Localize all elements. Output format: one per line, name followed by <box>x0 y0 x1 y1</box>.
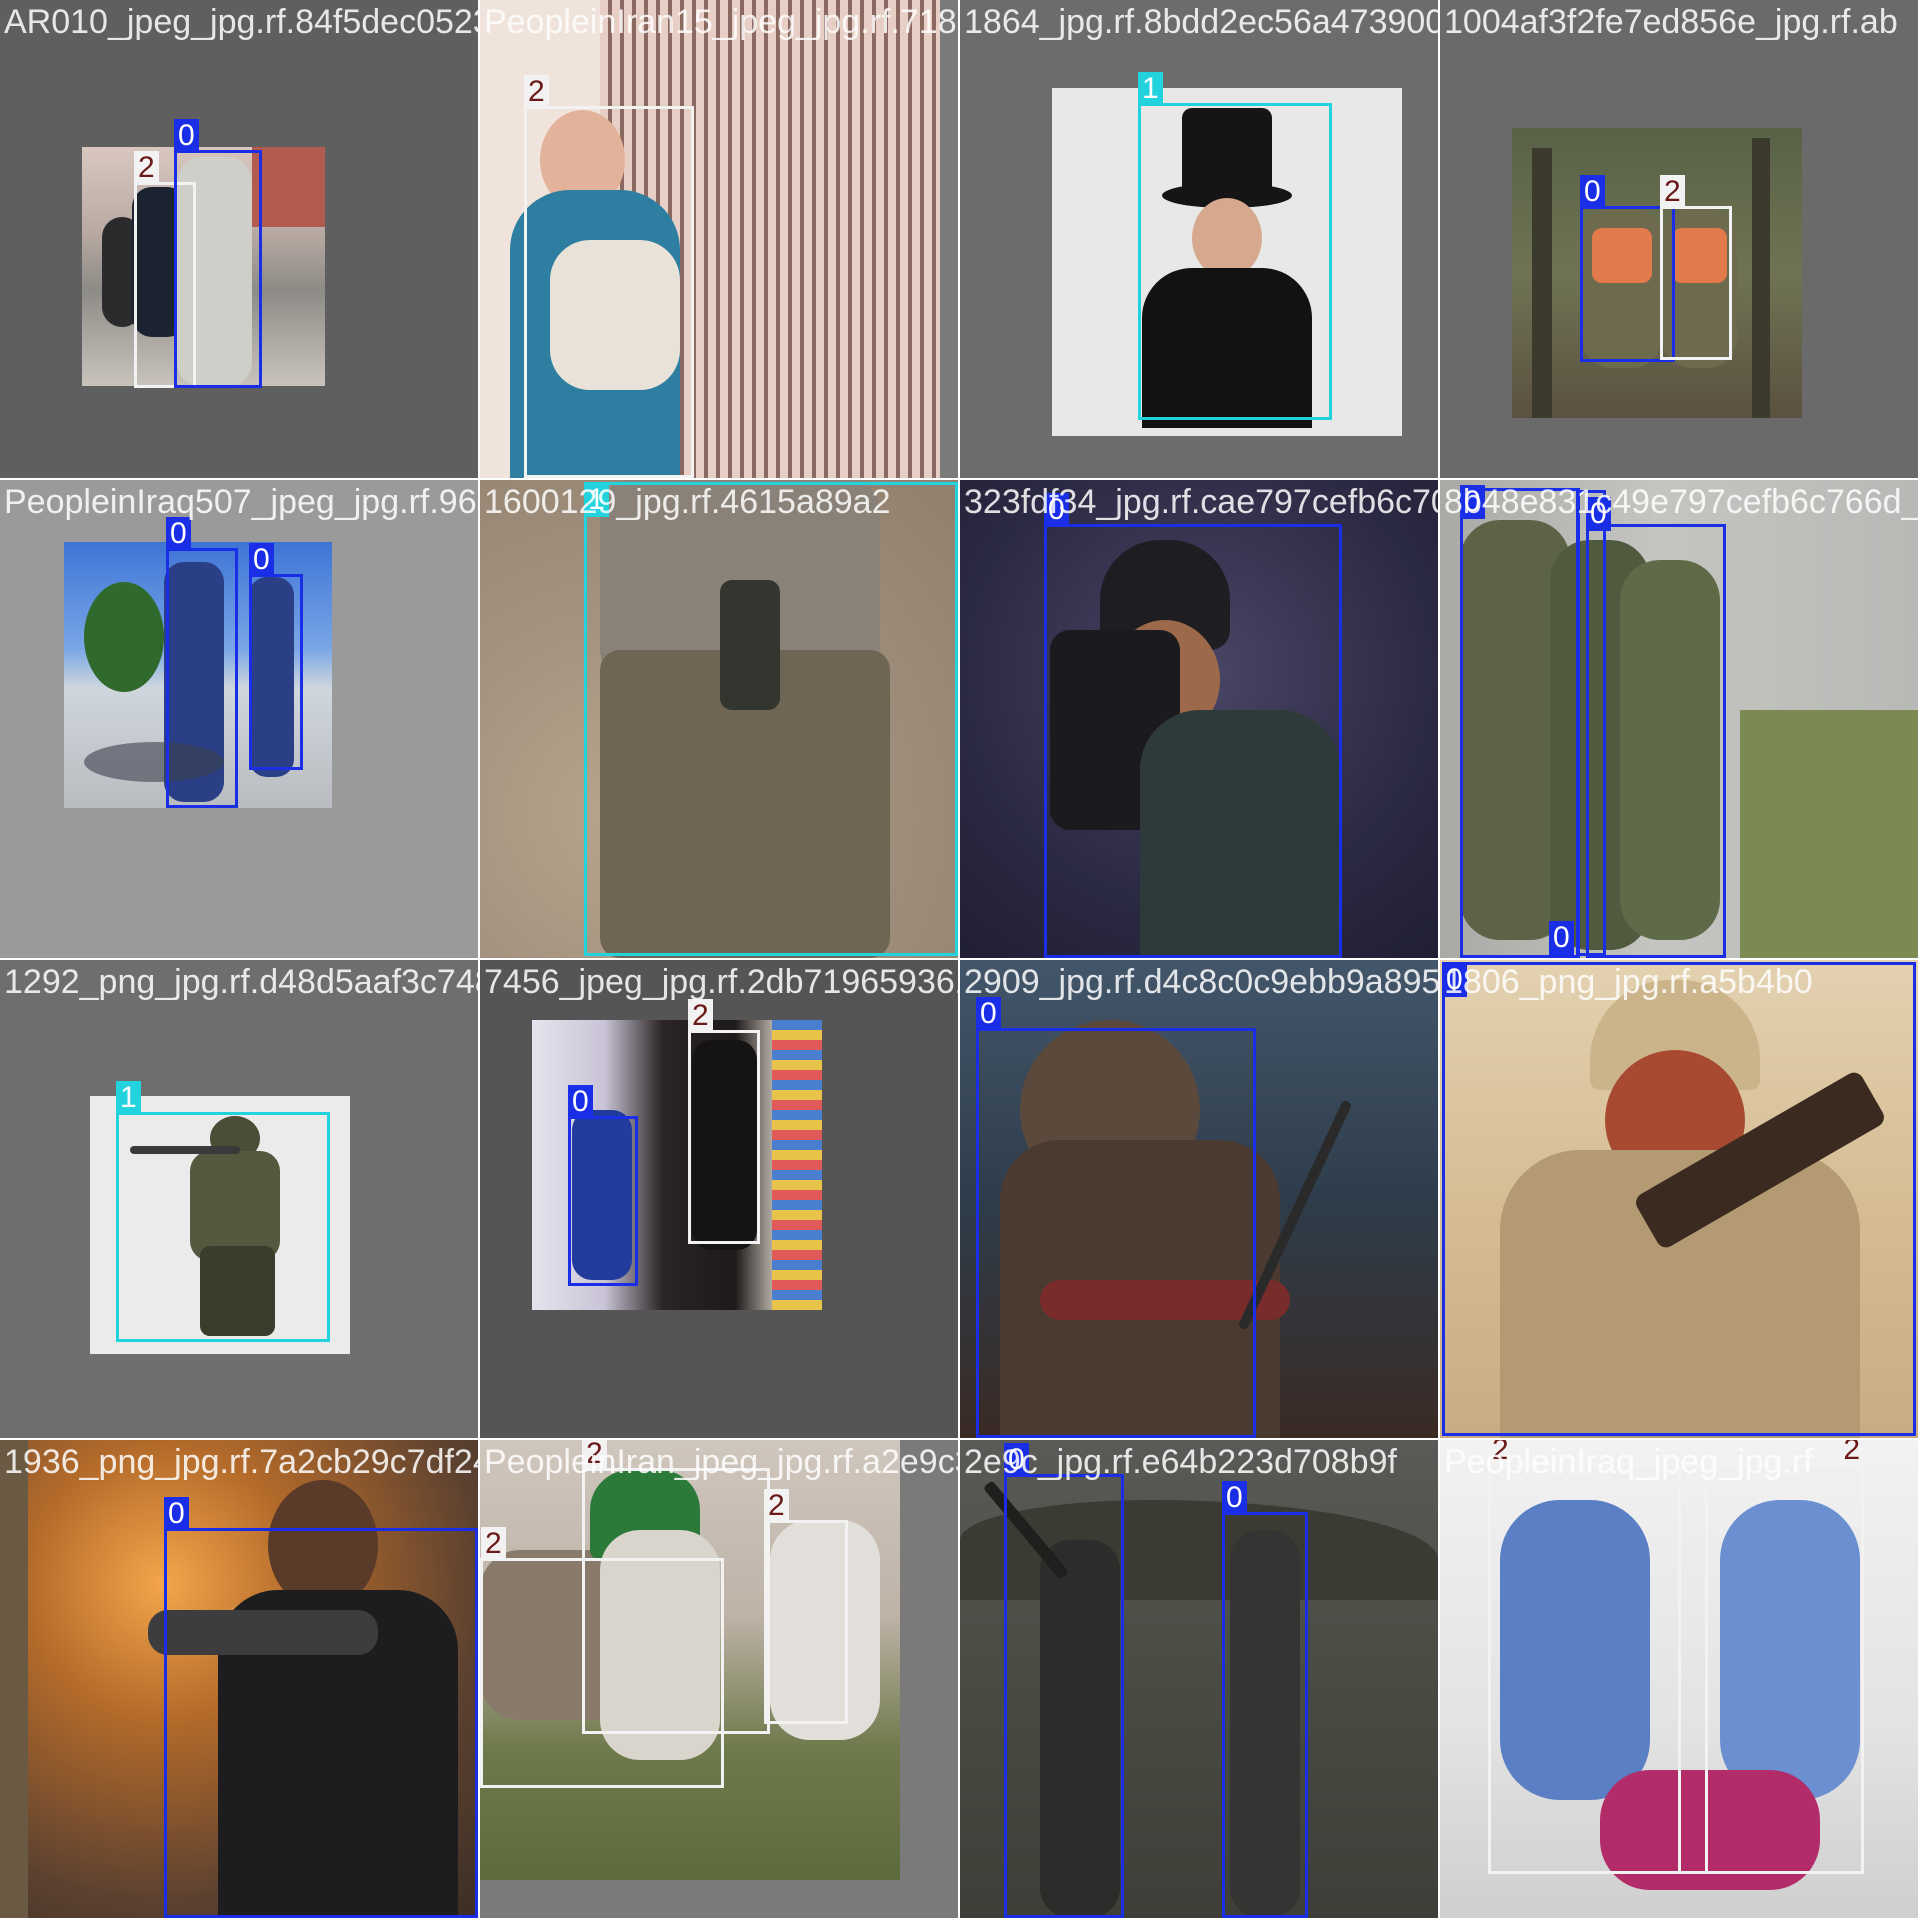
tile-image <box>1052 88 1402 436</box>
class-label: 1 <box>584 483 609 517</box>
bbox: 2 <box>1678 1440 1864 1874</box>
class-label: 0 <box>166 517 191 551</box>
bbox: 0 <box>1460 485 1580 958</box>
tile-15: 0 0 2e9c_jpg.rf.e64b223d708b9f <box>960 1440 1438 1918</box>
tile-12: 0 1806_png_jpg.rf.a5b4b0 <box>1440 960 1918 1438</box>
class-label: 2 <box>688 999 713 1033</box>
tile-5: 0 0 PeopleinIraq507_jpeg_jpg.rf.96d87a46… <box>0 480 478 958</box>
bbox: 0 <box>976 997 1256 1438</box>
class-label: 0 <box>1460 485 1485 519</box>
tile-2: 2 PeopleinIran15_jpeg_jpg.rf.7180 <box>480 0 958 478</box>
tile-image <box>480 1440 900 1880</box>
bbox: 1 <box>584 482 958 956</box>
class-label: 2 <box>1660 175 1685 209</box>
bbox: 0 <box>249 543 303 770</box>
tile-image <box>90 1096 350 1354</box>
bbox: 0 <box>1222 1481 1308 1918</box>
bbox: 0 <box>174 119 262 388</box>
image-filename: AR010_jpeg_jpg.rf.84f5dec0523bbb8bc4535b… <box>4 3 478 41</box>
class-label: 0 <box>1222 1481 1247 1515</box>
tile-11: 0 2909_jpg.rf.d4c8c0c9ebb9a8955a0a <box>960 960 1438 1438</box>
tile-6: 1 1600129_jpg.rf.4615a89a2 <box>480 480 958 958</box>
bbox: 2 <box>1488 1440 1708 1874</box>
tile-1: 2 0 AR010_jpeg_jpg.rf.84f5dec0523bbb8bc4… <box>0 0 478 478</box>
tile-8: 0 0 0 8b48e831c49e797cefb6c766d_jpg.rf.b… <box>1440 480 1918 958</box>
bbox: 1 <box>1138 72 1332 420</box>
bbox: 0 <box>1586 497 1726 958</box>
class-label: 2 <box>481 1527 506 1561</box>
bbox: 2 <box>524 75 694 478</box>
class-label: 2 <box>1839 1440 1864 1467</box>
tile-image <box>1440 1440 1918 1918</box>
image-filename: 1864_jpg.rf.8bdd2ec56a4739002f22727ecb4e <box>964 3 1438 41</box>
class-label: 2 <box>134 151 159 185</box>
bbox: 2 <box>764 1489 848 1724</box>
image-filename: 1292_png_jpg.rf.d48d5aaf3c7480b1 <box>4 963 478 1001</box>
tile-image <box>532 1020 822 1310</box>
class-label: 2 <box>524 75 549 109</box>
class-label: 0 <box>1580 175 1605 209</box>
bbox: 2 <box>582 1440 770 1734</box>
bbox: 2 <box>1660 175 1732 360</box>
bbox: 0 <box>1044 493 1342 958</box>
class-label: 0 <box>1044 493 1069 527</box>
class-label: 1 <box>1138 72 1163 106</box>
tile-4: 0 2 1004af3f2fe7ed856e_jpg.rf.ab <box>1440 0 1918 478</box>
tile-image <box>960 1440 1438 1918</box>
bbox: 2 <box>134 151 196 388</box>
bbox: 0 <box>164 1497 478 1918</box>
bbox: 0 <box>1549 490 1606 956</box>
class-label: 0 <box>1442 963 1467 997</box>
tile-9: 1 1292_png_jpg.rf.d48d5aaf3c7480b1 <box>0 960 478 1438</box>
class-label: 0 <box>568 1085 593 1119</box>
bbox: 2 <box>688 999 760 1244</box>
class-label: 0 <box>174 119 199 153</box>
class-label: 0 <box>1586 497 1611 531</box>
bbox: 1 <box>116 1081 330 1342</box>
class-label: 0 <box>1004 1443 1029 1477</box>
tile-14: 2 2 2 PeopleinIran_jpeg_jpg.rf.a2e9c30c4… <box>480 1440 958 1918</box>
image-filename: PeopleinIraq507_jpeg_jpg.rf.96d87a46dc <box>4 483 478 521</box>
bbox: 0 <box>1442 962 1916 1436</box>
class-label: 2 <box>582 1440 607 1471</box>
class-label: 0 <box>1549 921 1574 955</box>
bbox: 0 <box>1004 1443 1124 1918</box>
bbox: 0 <box>568 1085 638 1286</box>
tile-image <box>28 1440 478 1918</box>
tile-image <box>1440 960 1918 1438</box>
class-label: 0 <box>164 1497 189 1531</box>
tile-image <box>480 0 940 478</box>
tile-image <box>480 480 958 958</box>
class-label: 2 <box>764 1489 789 1523</box>
bbox: 2 <box>480 1527 724 1788</box>
class-label: 0 <box>249 543 274 577</box>
tile-image <box>960 480 1438 958</box>
tile-16: 2 2 PeopleinIraq_jpeg_jpg.rf <box>1440 1440 1918 1918</box>
tile-13: 0 1936_png_jpg.rf.7a2cb29c7df24b5bd3341 <box>0 1440 478 1918</box>
bbox: 0 <box>1580 175 1675 362</box>
tile-image <box>64 542 332 808</box>
tile-3: 1 1864_jpg.rf.8bdd2ec56a4739002f22727ecb… <box>960 0 1438 478</box>
tile-image <box>960 960 1438 1438</box>
class-label: 1 <box>116 1081 141 1115</box>
tile-7: 0 323fdf34_jpg.rf.cae797cefb6c70654c <box>960 480 1438 958</box>
tile-image <box>1440 480 1918 958</box>
class-label: 0 <box>976 997 1001 1031</box>
image-filename: 1004af3f2fe7ed856e_jpg.rf.ab <box>1444 3 1898 41</box>
image-filename: 7456_jpeg_jpg.rf.2db71965936172985ff5795 <box>484 963 958 1001</box>
class-label: 2 <box>1488 1440 1513 1467</box>
tile-10: 0 2 7456_jpeg_jpg.rf.2db71965936172985ff… <box>480 960 958 1438</box>
bbox: 0 <box>166 517 238 808</box>
